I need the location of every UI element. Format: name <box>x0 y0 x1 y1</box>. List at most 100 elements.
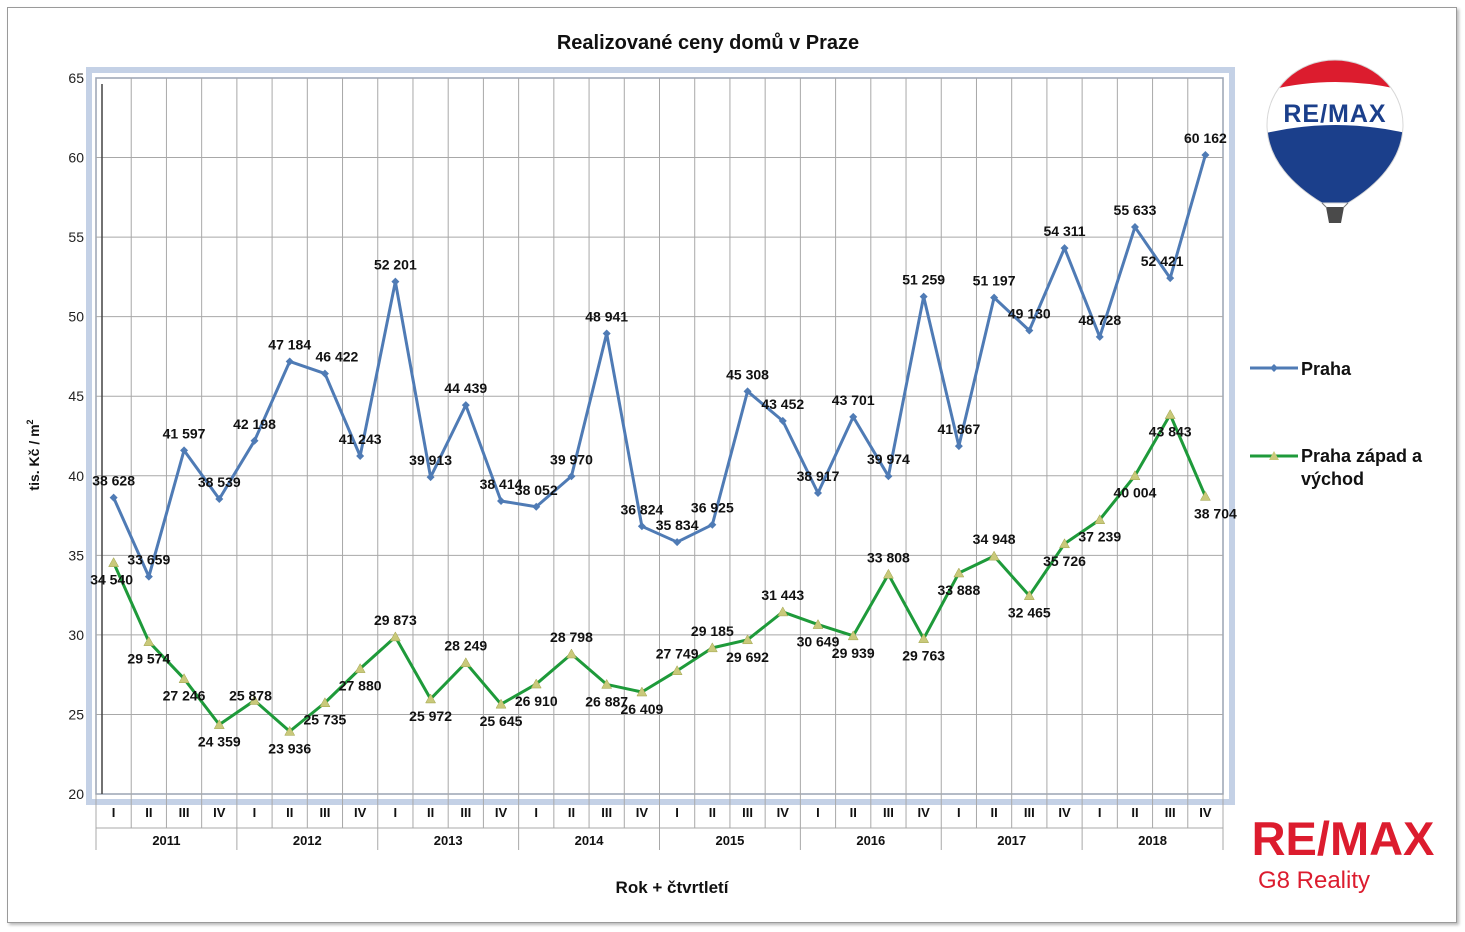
data-label-praha-zapad-vychod: 29 185 <box>691 623 734 639</box>
data-label-praha-zapad-vychod: 25 972 <box>409 708 452 724</box>
x-tick-label-quarter: III <box>179 805 190 820</box>
x-tick-label-quarter: III <box>883 805 894 820</box>
x-tick-label-quarter: III <box>601 805 612 820</box>
data-point-praha-zapad-vychod <box>1199 490 1211 501</box>
data-point-praha <box>919 292 928 301</box>
data-point-praha-zapad-vychod <box>530 678 542 689</box>
y-tick-label: 30 <box>68 627 84 643</box>
data-point-praha-zapad-vychod <box>1094 514 1106 524</box>
data-point-praha <box>461 401 470 410</box>
data-label-praha: 38 539 <box>198 474 241 490</box>
y-tick-label: 50 <box>68 309 84 325</box>
data-label-praha: 42 198 <box>233 416 276 432</box>
x-tick-label-year: 2015 <box>715 833 744 848</box>
data-point-praha-zapad-vychod <box>319 697 331 707</box>
data-point-praha-zapad-vychod <box>213 719 225 729</box>
data-label-praha: 39 970 <box>550 451 593 467</box>
data-point-praha-zapad-vychod <box>882 568 894 579</box>
data-point-praha <box>1025 326 1034 335</box>
x-tick-label-quarter: II <box>286 805 293 820</box>
data-point-praha <box>426 473 435 482</box>
data-point-praha-zapad-vychod <box>953 567 965 578</box>
data-point-praha-zapad-vychod <box>1059 538 1070 549</box>
data-point-praha <box>1166 274 1175 283</box>
data-label-praha-zapad-vychod: 27 749 <box>656 646 699 662</box>
data-label-praha: 48 941 <box>585 309 628 325</box>
y-tick-label: 20 <box>68 786 84 802</box>
g8-reality-text: G8 Reality <box>1258 867 1370 894</box>
data-point-praha <box>602 329 611 338</box>
data-label-praha-zapad-vychod: 23 936 <box>268 740 311 756</box>
data-label-praha-zapad-vychod: 29 692 <box>726 649 769 665</box>
series-layer <box>108 150 1211 736</box>
data-point-praha <box>1095 332 1104 341</box>
data-point-praha-zapad-vychod <box>636 686 648 697</box>
data-label-praha-zapad-vychod: 27 246 <box>163 688 206 704</box>
data-label-praha: 43 701 <box>832 392 875 408</box>
data-label-praha: 52 201 <box>374 257 417 273</box>
data-label-praha-zapad-vychod: 28 798 <box>550 629 593 645</box>
data-point-praha-zapad-vychod <box>354 663 366 673</box>
data-label-praha-zapad-vychod: 29 574 <box>127 651 170 667</box>
data-label-praha: 41 867 <box>937 421 980 437</box>
data-label-praha-zapad-vychod: 28 249 <box>444 638 487 654</box>
data-point-praha-zapad-vychod <box>249 694 260 705</box>
x-tick-label-quarter: IV <box>213 805 226 820</box>
data-point-praha <box>637 522 646 531</box>
x-tick-label-quarter: IV <box>354 805 367 820</box>
data-point-praha <box>215 495 224 504</box>
data-label-praha: 52 421 <box>1141 253 1184 269</box>
y-tick-label: 65 <box>68 70 84 86</box>
data-point-praha-zapad-vychod <box>988 550 1000 561</box>
x-tick-label-quarter: IV <box>1058 805 1071 820</box>
data-point-praha <box>109 493 118 502</box>
x-tick-label-quarter: III <box>460 805 471 820</box>
data-point-praha <box>285 357 294 366</box>
data-label-praha: 35 834 <box>656 517 699 533</box>
data-point-praha <box>884 472 893 481</box>
x-tick-label-quarter: II <box>1131 805 1138 820</box>
data-label-praha: 54 311 <box>1043 223 1085 239</box>
x-tick-label-quarter: II <box>145 805 152 820</box>
plot-area-shadow <box>86 67 1235 805</box>
data-label-praha: 41 597 <box>163 425 206 441</box>
data-point-praha-zapad-vychod <box>143 636 155 646</box>
data-label-praha: 33 659 <box>127 552 170 568</box>
data-point-praha <box>849 412 858 421</box>
data-point-praha-zapad-vychod <box>495 698 507 709</box>
data-label-praha-zapad-vychod: 24 359 <box>198 734 241 750</box>
data-label-praha-zapad-vychod: 40 004 <box>1114 485 1157 501</box>
legend-label-praha-zapad-line1: Praha západ a <box>1301 446 1423 466</box>
x-tick-label-quarter: I <box>112 805 116 820</box>
data-label-praha-zapad-vychod: 34 948 <box>973 531 1016 547</box>
data-label-praha-zapad-vychod: 26 409 <box>620 701 663 717</box>
data-point-praha-zapad-vychod <box>566 648 577 659</box>
data-label-praha-zapad-vychod: 25 645 <box>480 713 523 729</box>
data-label-praha-zapad-vychod: 25 878 <box>229 687 272 703</box>
data-label-praha: 36 925 <box>691 500 734 516</box>
y-axis-label-main: tis. Kč / m <box>26 424 42 490</box>
data-point-praha-zapad-vychod <box>847 630 859 641</box>
data-label-praha-zapad-vychod: 37 239 <box>1078 529 1121 545</box>
data-point-praha <box>673 538 682 547</box>
x-tick-label-year: 2012 <box>293 833 322 848</box>
data-point-praha <box>954 442 963 451</box>
data-label-praha-zapad-vychod: 33 808 <box>867 549 910 565</box>
data-point-praha <box>990 293 999 302</box>
data-label-praha-zapad-vychod: 29 939 <box>832 645 875 661</box>
data-point-praha-zapad-vychod <box>108 557 120 567</box>
x-axis-label: Rok + čtvrtletí <box>616 878 730 897</box>
data-point-praha <box>250 436 259 445</box>
data-point-praha <box>1130 223 1139 232</box>
data-point-praha-zapad-vychod <box>284 725 296 736</box>
data-point-praha <box>320 369 329 378</box>
y-tick-label: 45 <box>68 388 84 404</box>
x-tick-label-quarter: I <box>1098 805 1102 820</box>
data-point-praha-zapad-vychod <box>777 606 789 617</box>
data-label-praha-zapad-vychod: 27 880 <box>339 678 382 694</box>
remax-brand-text: RE/MAX <box>1252 812 1435 865</box>
y-tick-label: 40 <box>68 468 84 484</box>
x-tick-label-quarter: III <box>1165 805 1176 820</box>
data-label-praha-zapad-vychod: 26 887 <box>585 693 628 709</box>
